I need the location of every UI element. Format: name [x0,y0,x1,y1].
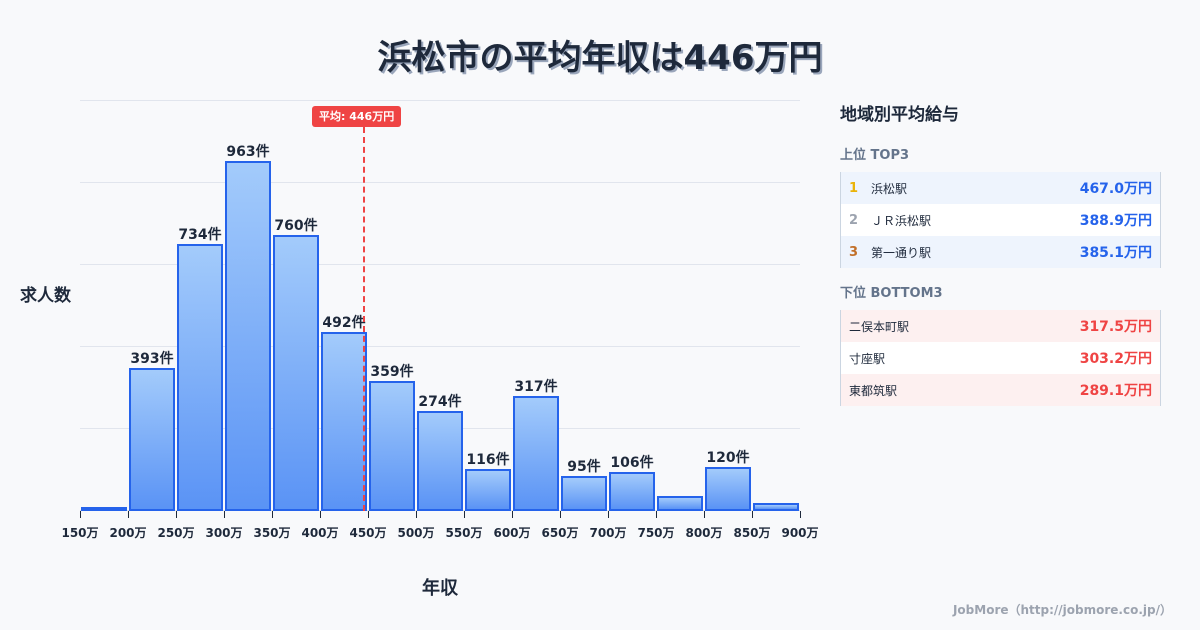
gridline [80,346,800,347]
histogram-bar [129,368,175,511]
list-item: 寸座駅 303.2万円 [841,342,1160,374]
salary-value: 385.1万円 [1079,245,1152,261]
bottom3-list: 二俣本町駅 317.5万円 寸座駅 303.2万円 東都筑駅 289.1万円 [840,310,1161,406]
list-item: 二俣本町駅 317.5万円 [841,310,1160,342]
histogram-bar [753,503,799,511]
histogram-bar [417,411,463,511]
x-tick [416,511,417,518]
histogram-bar [369,381,415,511]
station-name: 寸座駅 [849,351,886,366]
x-tick [512,511,513,518]
histogram-bar [657,496,703,511]
x-tick-label: 900万 [781,526,819,540]
bar-value-label: 492件 [322,315,366,331]
list-item: 東都筑駅 289.1万円 [841,374,1160,406]
x-tick-label: 650万 [541,526,579,540]
rank-number: 3 [849,244,859,260]
x-tick [128,511,129,518]
histogram-bar [561,476,607,511]
bar-value-label: 274件 [418,394,462,410]
x-tick-label: 800万 [685,526,723,540]
x-tick-label: 200万 [109,526,147,540]
x-tick-label: 150万 [61,526,99,540]
bottom3-title: 下位 BOTTOM3 [840,286,943,301]
rank-number: 2 [849,212,859,228]
x-tick-label: 700万 [589,526,627,540]
x-tick [800,511,801,518]
salary-value: 467.0万円 [1079,181,1152,197]
station-name: 浜松駅 [871,181,908,196]
x-axis-label: 年収 [422,578,458,599]
bar-value-label: 760件 [274,218,318,234]
salary-value: 317.5万円 [1079,319,1152,335]
histogram-bar [609,472,655,511]
x-tick [752,511,753,518]
x-tick-label: 250万 [157,526,195,540]
histogram-bar [513,396,559,511]
histogram-bar [81,507,127,511]
list-item: 1 浜松駅 467.0万円 [841,172,1160,204]
station-name: 東都筑駅 [849,383,898,398]
footer-credit: JobMore（http://jobmore.co.jp/） [952,603,1172,617]
average-badge: 平均: 446万円 [312,106,402,127]
rank-number: 1 [849,180,859,196]
histogram-bar [225,161,271,511]
bar-value-label: 116件 [466,452,510,468]
histogram-bar [273,235,319,511]
bar-value-label: 120件 [706,450,750,466]
station-name: ＪＲ浜松駅 [871,213,932,228]
x-tick-label: 750万 [637,526,675,540]
histogram-bar [321,332,367,511]
x-tick [608,511,609,518]
x-tick-label: 450万 [349,526,387,540]
salary-value: 289.1万円 [1079,383,1152,399]
gridline [80,182,800,183]
x-tick [704,511,705,518]
x-tick-label: 550万 [445,526,483,540]
station-name: 二俣本町駅 [849,319,910,334]
x-tick [656,511,657,518]
histogram-bar [705,467,751,511]
salary-value: 388.9万円 [1079,213,1152,229]
x-tick [320,511,321,518]
x-tick [464,511,465,518]
regional-salary-panel: 地域別平均給与 上位 TOP3 1 浜松駅 467.0万円 2 ＪＲ浜松駅 38… [840,100,1161,406]
bar-value-label: 317件 [514,379,558,395]
histogram-bar [465,469,511,511]
bar-value-label: 106件 [610,455,654,471]
x-tick [176,511,177,518]
bar-value-label: 963件 [226,144,270,160]
x-tick [368,511,369,518]
x-tick [272,511,273,518]
top3-title: 上位 TOP3 [840,148,910,163]
top3-list: 1 浜松駅 467.0万円 2 ＪＲ浜松駅 388.9万円 3 第一通り駅 38… [840,172,1161,268]
page-title: 浜松市の平均年収は446万円 [377,38,823,78]
x-tick-label: 850万 [733,526,771,540]
histogram-bar [177,244,223,511]
gridline [80,100,800,101]
station-name: 第一通り駅 [871,245,932,260]
histogram-chart: 求人数 年収 393件 734件 963件 760件 492件 359件 274件 116件 3… [20,100,819,599]
x-tick [560,511,561,518]
list-item: 2 ＪＲ浜松駅 388.9万円 [841,204,1160,236]
x-tick [80,511,81,518]
x-tick-label: 300万 [205,526,243,540]
x-tick-label: 400万 [301,526,339,540]
bar-value-label: 95件 [567,459,601,475]
salary-value: 303.2万円 [1079,351,1152,367]
bar-value-label: 734件 [178,227,222,243]
x-tick [224,511,225,518]
bar-value-label: 359件 [370,364,414,380]
panel-title: 地域別平均給与 [840,105,959,125]
bar-value-label: 393件 [130,351,174,367]
average-line [363,127,365,511]
y-axis-label: 求人数 [20,286,71,306]
list-item: 3 第一通り駅 385.1万円 [841,236,1160,268]
x-tick-label: 350万 [253,526,291,540]
x-tick-label: 600万 [493,526,531,540]
gridline [80,264,800,265]
x-tick-label: 500万 [397,526,435,540]
